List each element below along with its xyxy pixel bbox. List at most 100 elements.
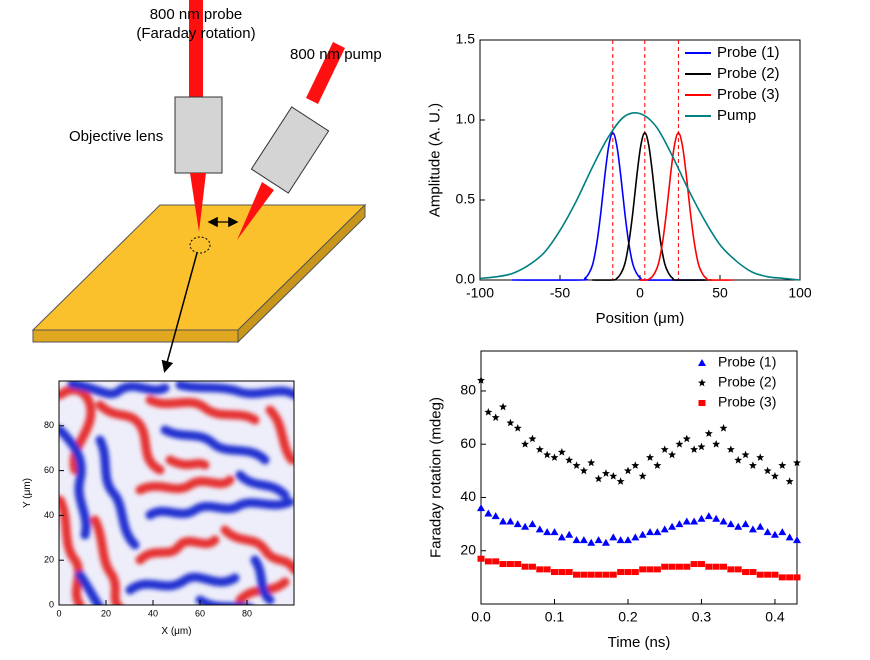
y-tick-label: 80 [460,382,476,398]
point [712,514,721,522]
legend-label: Probe (2) [717,65,780,82]
point [778,574,786,581]
point [734,522,743,530]
point [609,471,618,480]
point [793,458,801,467]
point [565,455,574,464]
y-axis-title: Faraday rotation (mdeg) [428,397,445,558]
point [646,453,655,461]
point [587,571,595,578]
point [756,522,765,530]
point [697,561,705,568]
y-tick-label: 1.5 [456,31,476,47]
x-tick-label: 0.4 [765,609,785,625]
pump-beam [306,42,345,104]
legend-label: Probe (3) [717,86,780,103]
point [513,424,522,432]
legend-label: Probe (2) [718,374,776,390]
legend-swatch [698,359,706,366]
point [638,530,647,538]
point [601,469,610,477]
domain-image [59,381,294,605]
legend-label: Probe (1) [717,44,780,61]
point [712,563,720,570]
schematic: 800 nm probe (Faraday rotation) 800 nm p… [31,0,382,373]
point [764,571,772,578]
point [528,434,537,443]
point [653,528,662,536]
probe-sublabel: (Faraday rotation) [136,25,255,42]
y-tick-label: 20 [44,555,54,565]
y-tick-label: 0.5 [456,191,476,207]
x-tick-label: 0 [636,285,644,301]
point [623,536,632,544]
point [704,512,713,520]
point [543,450,552,459]
point [646,566,654,573]
y-axis-title: Y (μm) [22,478,33,508]
point [550,453,559,461]
legend-swatch [698,400,706,406]
point [565,530,574,538]
y-axis-title: Amplitude (A. U.) [427,103,444,217]
point [484,408,493,416]
point [734,566,742,573]
point [587,538,596,546]
line-series [511,131,705,281]
point [660,525,669,533]
x-tick-label: -100 [466,285,494,301]
point [704,429,713,437]
point [675,520,684,528]
point [631,569,639,576]
x-tick-label: 0.1 [545,609,565,625]
point [668,450,677,459]
point [749,569,757,576]
point [535,525,544,533]
point [624,569,632,576]
point [616,477,625,485]
y-tick-label: 40 [460,488,476,504]
y-tick-label: 60 [460,435,476,451]
x-tick-label: 0.2 [618,609,638,625]
line-series [591,131,713,281]
point [550,569,558,576]
probe-focus [190,173,206,232]
point [778,528,787,536]
point [668,563,676,570]
point [771,571,779,578]
point [602,571,610,578]
point [595,571,603,578]
point [638,471,647,480]
point [528,520,537,528]
point [550,528,559,536]
point [572,461,581,469]
point [580,571,588,578]
point [690,561,698,568]
point [631,461,640,469]
point [587,458,596,467]
point [557,533,566,541]
lens-label: Objective lens [69,128,163,145]
legend-label: Probe (3) [718,394,776,410]
x-tick-label: 60 [195,608,205,618]
point [741,450,750,459]
point [653,566,661,573]
sample-side [237,203,366,344]
point [786,574,794,581]
point [491,413,500,421]
point [521,563,529,570]
x-tick-label: 0.0 [471,609,491,625]
point [499,561,507,568]
point [748,525,757,533]
point [712,440,721,448]
point [535,445,544,453]
point [741,520,750,528]
legend-swatch [698,378,706,387]
point [558,569,566,576]
point [491,512,500,520]
point [639,566,647,573]
pump-focus [237,182,274,240]
point [477,376,485,384]
point [719,517,728,525]
point [661,563,669,570]
